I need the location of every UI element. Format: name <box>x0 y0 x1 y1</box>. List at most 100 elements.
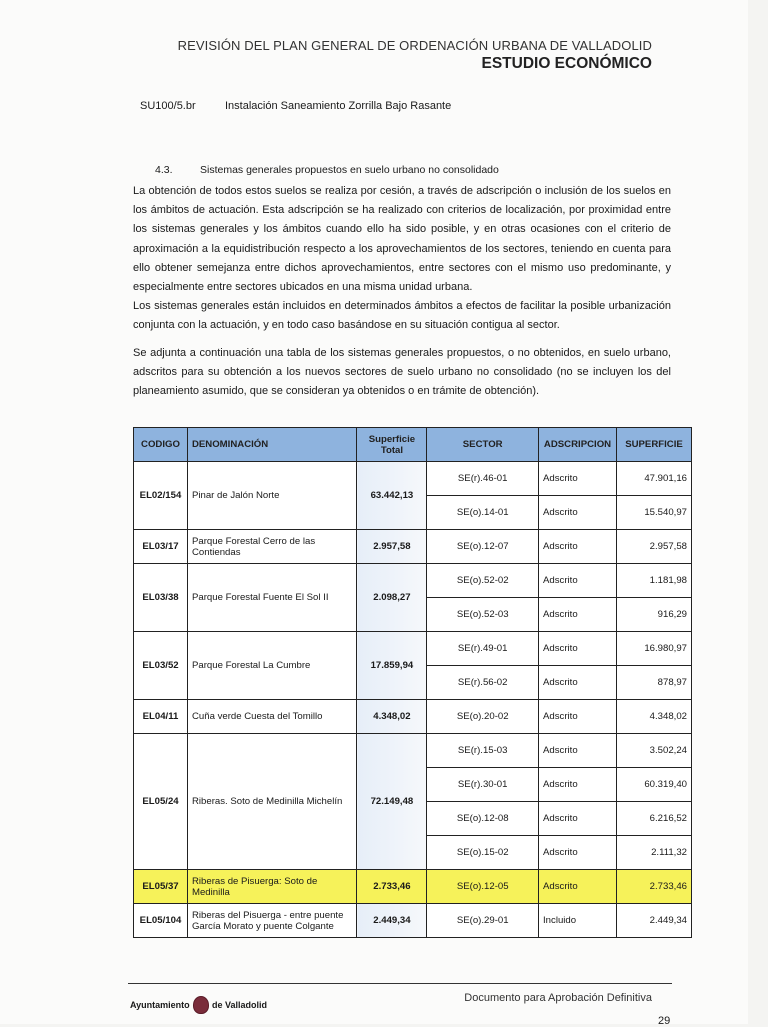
item-description: Instalación Saneamiento Zorrilla Bajo Ra… <box>225 100 452 112</box>
section-title: Sistemas generales propuestos en suelo u… <box>200 164 499 176</box>
cell-superficie: 15.540,97 <box>616 495 692 530</box>
cell-superficie: 2.449,34 <box>616 903 692 938</box>
cell-superficie-total: 2.957,58 <box>356 529 428 564</box>
cell-superficie: 4.348,02 <box>616 699 692 734</box>
footer-logo-text-left: Ayuntamiento <box>130 1000 190 1010</box>
cell-superficie: 916,29 <box>616 597 692 632</box>
cell-sector: SE(o).52-02 <box>426 563 540 598</box>
column-header-adscripcion: ADSCRIPCION <box>538 427 617 462</box>
cell-codigo: EL04/11 <box>133 699 188 734</box>
table-row: EL05/37 Riberas de Pisuerga: Soto de Medi… <box>133 869 692 904</box>
page-number: 29 <box>658 1015 671 1027</box>
footer-logo-text-right: de Valladolid <box>212 1000 268 1010</box>
cell-adscripcion: Adscrito <box>538 461 617 496</box>
section-number: 4.3. <box>155 164 173 176</box>
cell-codigo: EL02/154 <box>133 461 188 530</box>
table-row: SE(o).52-03 Adscrito 916,29 <box>134 597 692 632</box>
table-row: EL03/52 Parque Forestal La Cumbre 17.859,9… <box>133 631 692 700</box>
column-header-denominacion: DENOMINACIÓN <box>186 427 358 462</box>
cell-denominacion: Pinar de Jalón Norte <box>186 461 358 530</box>
table-row: SE(o).15-02 Adscrito 2.111,32 <box>134 835 692 870</box>
cell-sector: SE(r).30-01 <box>426 767 540 802</box>
column-header-superficie-total: Superficie Total <box>356 427 428 462</box>
table-row: EL02/154 Pinar de Jalón Norte 63.442,13 SE(… <box>133 461 692 530</box>
cell-codigo: EL05/104 <box>133 903 188 938</box>
cell-denominacion: Cuña verde Cuesta del Tomillo <box>186 699 358 734</box>
cell-codigo: EL05/24 <box>133 733 188 870</box>
cell-adscripcion: Adscrito <box>538 733 617 768</box>
cell-adscripcion: Incluido <box>538 903 617 938</box>
column-header-codigo: CODIGO <box>133 427 188 462</box>
cell-denominacion: Riberas del Pisuerga - entre puente Garc… <box>186 903 358 938</box>
cell-superficie: 47.901,16 <box>616 461 692 496</box>
cell-denominacion: Parque Forestal La Cumbre <box>186 631 358 700</box>
footer-divider <box>128 983 672 984</box>
paragraph: Los sistemas generales están incluidos e… <box>133 300 671 332</box>
cell-superficie-total: 63.442,13 <box>356 461 428 530</box>
document-page: REVISIÓN DEL PLAN GENERAL DE ORDENACIÓN … <box>128 38 692 1027</box>
paragraph: Se adjunta a continuación una tabla de l… <box>133 347 671 398</box>
cell-superficie: 3.502,24 <box>616 733 692 768</box>
document-title: REVISIÓN DEL PLAN GENERAL DE ORDENACIÓN … <box>177 38 652 53</box>
table-row: EL04/11 Cuña verde Cuesta del Tomillo 4.34… <box>133 699 692 734</box>
table-row: EL05/24 Riberas. Soto de Medinilla Michel… <box>133 733 692 870</box>
cell-superficie-total: 17.859,94 <box>356 631 428 700</box>
cell-superficie-total: 2.449,34 <box>356 903 428 938</box>
sistemas-generales-table: CODIGO DENOMINACIÓN Superficie Total SECTOR… <box>133 427 692 938</box>
cell-superficie: 6.216,52 <box>616 801 692 836</box>
cell-sector: SE(o).20-02 <box>426 699 540 734</box>
cell-codigo: EL03/52 <box>133 631 188 700</box>
cell-sector: SE(o).12-08 <box>426 801 540 836</box>
cell-superficie: 2.957,58 <box>616 529 692 564</box>
table-row: SE(r).56-02 Adscrito 878,97 <box>134 665 692 700</box>
cell-adscripcion: Adscrito <box>538 631 617 666</box>
cell-denominacion: Parque Forestal Cerro de las Contiendas <box>186 529 358 564</box>
cell-superficie: 2.111,32 <box>616 835 692 870</box>
cell-adscripcion: Adscrito <box>538 835 617 870</box>
cell-codigo: EL03/17 <box>133 529 188 564</box>
cell-denominacion: Riberas. Soto de Medinilla Michelín <box>186 733 358 870</box>
document-subtitle: ESTUDIO ECONÓMICO <box>481 55 652 72</box>
cell-superficie-total: 4.348,02 <box>356 699 428 734</box>
table-row: SE(r).30-01 Adscrito 60.319,40 <box>134 767 692 802</box>
table-header-row: CODIGO DENOMINACIÓN Superficie Total SECTOR… <box>133 427 692 462</box>
cell-sector: SE(o).52-03 <box>426 597 540 632</box>
document-status: Documento para Aprobación Definitiva <box>464 992 652 1004</box>
cell-sector: SE(o).12-05 <box>426 869 540 904</box>
cell-denominacion: Parque Forestal Fuente El Sol II <box>186 563 358 632</box>
cell-adscripcion: Adscrito <box>538 699 617 734</box>
cell-superficie: 2.733,46 <box>616 869 692 904</box>
cell-sector: SE(r).15-03 <box>426 733 540 768</box>
table-row: SE(o).14-01 Adscrito 15.540,97 <box>134 495 692 530</box>
cell-adscripcion: Adscrito <box>538 869 617 904</box>
cell-sector: SE(r).49-01 <box>426 631 540 666</box>
item-code: SU100/5.br <box>140 100 196 112</box>
column-header-superficie: SUPERFICIE <box>616 427 692 462</box>
cell-superficie: 16.980,97 <box>616 631 692 666</box>
cell-adscripcion: Adscrito <box>538 529 617 564</box>
cell-sector: SE(o).29-01 <box>426 903 540 938</box>
cell-adscripcion: Adscrito <box>538 665 617 700</box>
cell-codigo: EL03/38 <box>133 563 188 632</box>
paragraph: La obtención de todos estos suelos se re… <box>133 185 671 294</box>
cell-superficie-total: 2.098,27 <box>356 563 428 632</box>
valladolid-crest-icon <box>193 996 209 1014</box>
cell-adscripcion: Adscrito <box>538 767 617 802</box>
cell-adscripcion: Adscrito <box>538 801 617 836</box>
cell-adscripcion: Adscrito <box>538 495 617 530</box>
cell-superficie-total: 72.149,48 <box>356 733 428 870</box>
cell-adscripcion: Adscrito <box>538 563 617 598</box>
cell-sector: SE(r).46-01 <box>426 461 540 496</box>
table-row: EL05/104 Riberas del Pisuerga - entre pue… <box>133 903 692 938</box>
cell-superficie: 60.319,40 <box>616 767 692 802</box>
table-row: EL03/17 Parque Forestal Cerro de las Cont… <box>133 529 692 564</box>
cell-adscripcion: Adscrito <box>538 597 617 632</box>
cell-superficie: 1.181,98 <box>616 563 692 598</box>
cell-codigo: EL05/37 <box>133 869 188 904</box>
cell-sector: SE(o).14-01 <box>426 495 540 530</box>
table-row: EL03/38 Parque Forestal Fuente El Sol II 2… <box>133 563 692 632</box>
cell-superficie: 878,97 <box>616 665 692 700</box>
table-row: SE(o).12-08 Adscrito 6.216,52 <box>134 801 692 836</box>
cell-sector: SE(o).12-07 <box>426 529 540 564</box>
cell-sector: SE(r).56-02 <box>426 665 540 700</box>
